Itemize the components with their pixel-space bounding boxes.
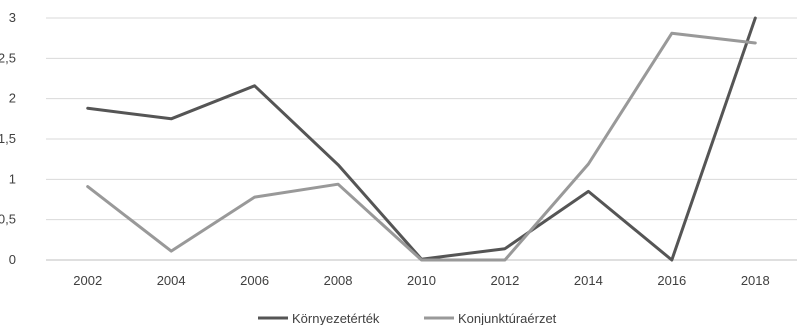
y-tick-label: 0,5 xyxy=(0,212,16,227)
y-tick-label: 2 xyxy=(9,91,16,106)
series-line-2 xyxy=(86,31,757,262)
x-tick-label: 2010 xyxy=(407,273,436,288)
y-tick-label: 1 xyxy=(9,171,16,186)
y-axis: 0 0,5 1 1,5 2 2,5 3 xyxy=(0,10,16,267)
x-tick-label: 2008 xyxy=(324,273,353,288)
series-lines xyxy=(86,16,757,262)
x-tick-label: 2004 xyxy=(157,273,186,288)
legend: Környezetérték Konjunktúraérzet xyxy=(258,311,557,325)
x-tick-label: 2012 xyxy=(490,273,519,288)
legend-label: Konjunktúraérzet xyxy=(458,311,557,325)
x-tick-label: 2018 xyxy=(741,273,770,288)
legend-label: Környezetérték xyxy=(292,311,380,325)
y-tick-label: 2,5 xyxy=(0,50,16,65)
x-tick-label: 2014 xyxy=(574,273,603,288)
x-axis: 2002 2004 2006 2008 2010 2012 2014 2016 2018 xyxy=(73,273,769,288)
x-tick-label: 2002 xyxy=(73,273,102,288)
x-tick-label: 2006 xyxy=(240,273,269,288)
y-tick-label: 3 xyxy=(9,10,16,25)
x-tick-label: 2016 xyxy=(657,273,686,288)
y-tick-label: 1,5 xyxy=(0,131,16,146)
gridlines xyxy=(46,17,797,261)
y-tick-label: 0 xyxy=(9,252,16,267)
